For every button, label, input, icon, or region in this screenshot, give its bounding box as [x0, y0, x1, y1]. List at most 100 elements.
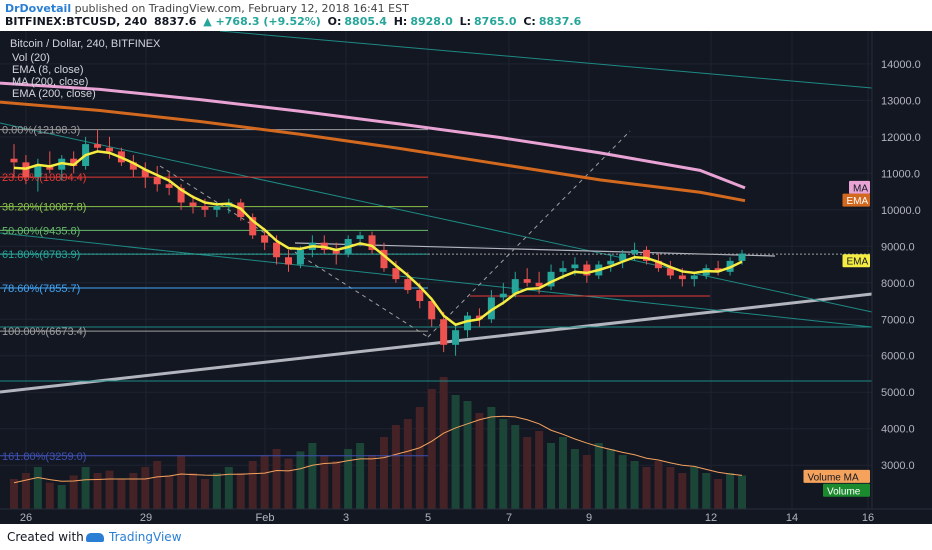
fib-dashed-down [159, 165, 429, 338]
volume-bar [117, 479, 126, 509]
fib-level-label: 23.60%(10894.4) [2, 172, 86, 184]
high-value: 8928.0 [410, 15, 453, 28]
volume-bar [296, 451, 305, 509]
volume-bar [642, 467, 651, 509]
volume-bar [236, 473, 245, 509]
volume-bar [630, 461, 639, 509]
price-tick-label: 13000.0 [881, 95, 921, 107]
volume-bar [21, 473, 30, 509]
time-tick-label: 29 [140, 512, 152, 524]
volume-bar [105, 470, 114, 509]
volume-bar [606, 449, 615, 509]
time-tick-label: 12 [705, 512, 717, 524]
candle-body [94, 144, 102, 148]
volume-bar [129, 473, 138, 509]
fib-level-label: 38.20%(10087.8) [2, 202, 86, 214]
candle-body [296, 249, 304, 265]
candle-body [654, 260, 662, 269]
candle-body [452, 330, 460, 345]
candle-body [643, 249, 651, 261]
volume-bar [320, 455, 329, 509]
low-label: L: [459, 15, 472, 28]
price-tick-label: 11000.0 [881, 168, 920, 180]
volume-bar [487, 407, 496, 509]
ohlc-line: BITFINEX:BTCUSD, 240 8837.6 ▲ +768.3 (+9… [5, 15, 584, 29]
price-tag-box [842, 254, 870, 268]
volume-bar [272, 449, 281, 509]
volume-bar [535, 431, 544, 509]
price-tick-label: 8000.0 [881, 278, 915, 290]
candle-body [499, 293, 507, 298]
time-tick-label: 3 [343, 512, 349, 524]
low-value: 8765.0 [474, 15, 517, 28]
volume-bar [57, 485, 66, 509]
symbol: BITFINEX:BTCUSD, 240 [5, 15, 148, 28]
time-tick-label: 7 [506, 512, 512, 524]
volume-bar [391, 425, 400, 509]
volume-bar [690, 467, 699, 509]
candle-body [141, 169, 149, 177]
candle-body [165, 184, 173, 188]
candle-body [34, 166, 42, 177]
volume-bar [344, 449, 353, 509]
volume-bar [714, 479, 723, 509]
volume-bar [165, 475, 174, 509]
ema200-line [0, 100, 746, 203]
fib-level-label: 100.00%(6673.4) [2, 326, 86, 338]
price-tick-label: 6000.0 [881, 351, 915, 363]
price-chart[interactable]: 0.00%(12198.3) 23.60%(10894.4) 38.20%(1008… [0, 31, 932, 524]
volume-bar [356, 443, 365, 509]
publish-line: DrDovetail published on TradingView.com,… [5, 2, 409, 15]
fib-level-label: 50.00%(9435.8) [2, 225, 80, 237]
volume-bar [141, 467, 150, 509]
volume-bar [594, 443, 603, 509]
volume-bar [439, 377, 448, 509]
candle-body [678, 275, 686, 280]
candle-body [249, 217, 257, 236]
created-with-text: Created with [7, 530, 84, 544]
fib-level-label: 161.80%(3259.0) [2, 451, 86, 463]
open-label: O: [327, 15, 342, 28]
candle-body [511, 279, 519, 294]
candle-body [690, 275, 698, 280]
candle-body [666, 268, 674, 276]
volume-bar [368, 455, 377, 509]
price-tick-label: 7000.0 [881, 314, 915, 326]
volume-bar [582, 455, 591, 509]
candle-body [129, 162, 137, 170]
candle-body [368, 235, 376, 250]
candle-body [284, 257, 292, 265]
fib-dashed-up [427, 130, 631, 338]
candle-body [559, 268, 567, 272]
author-link[interactable]: DrDovetail [5, 2, 72, 15]
candle-body [607, 260, 615, 265]
volume-bar [224, 467, 233, 509]
close-label: C: [523, 15, 536, 28]
candle-body [261, 235, 269, 243]
time-tick-label: 14 [786, 512, 798, 524]
chart-area[interactable]: 0.00%(12198.3) 23.60%(10894.4) 38.20%(1008… [0, 31, 932, 524]
candle-body [189, 202, 197, 207]
candle-body [714, 268, 722, 272]
candle-body [356, 235, 364, 239]
volume-bar [45, 482, 54, 509]
tradingview-logo[interactable]: TradingView [86, 530, 182, 544]
candle-body [523, 279, 531, 283]
volume-bar [260, 455, 269, 509]
ma200-line [0, 81, 746, 190]
volume-bar [379, 437, 388, 509]
footer: Created with TradingView [0, 524, 932, 550]
volume-bar [463, 401, 472, 509]
volume-bar [332, 461, 341, 509]
candle-body [416, 290, 424, 302]
volume-bar [81, 467, 90, 509]
high-label: H: [393, 15, 408, 28]
price-tag: EMA [847, 196, 869, 207]
channel-line-top [219, 31, 873, 89]
volume-bar [212, 473, 221, 509]
candle-body [273, 242, 281, 258]
candle-body [631, 249, 639, 254]
volume-bar [726, 473, 735, 509]
indicator-label: MA (200, close) [12, 76, 88, 88]
candle-body [535, 282, 543, 287]
